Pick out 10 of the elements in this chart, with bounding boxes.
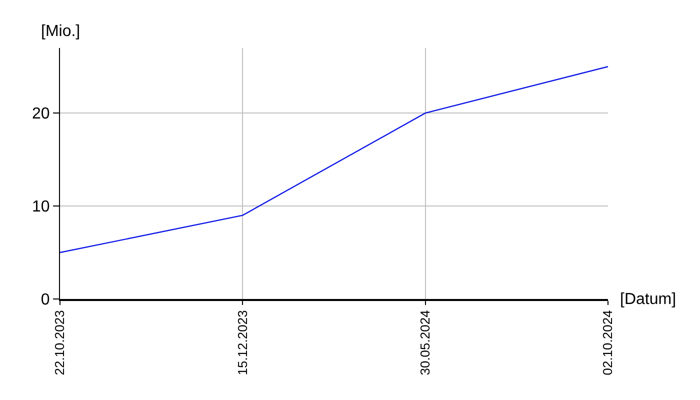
x-tick-label: 22.10.2023 <box>52 310 68 376</box>
y-tick-label: 20 <box>32 106 50 123</box>
x-tick-label: 30.05.2024 <box>418 310 433 376</box>
line-series <box>60 66 608 254</box>
y-tick-label: 10 <box>32 198 50 216</box>
x-tick-label: 02.10.2024 <box>600 310 616 376</box>
y-tick-label: 0 <box>40 292 50 309</box>
x-axis-title: [Datum] <box>620 291 676 308</box>
x-tick-label: 15.12.2023 <box>234 310 250 376</box>
y-axis-title: [Mio.] <box>41 23 80 40</box>
